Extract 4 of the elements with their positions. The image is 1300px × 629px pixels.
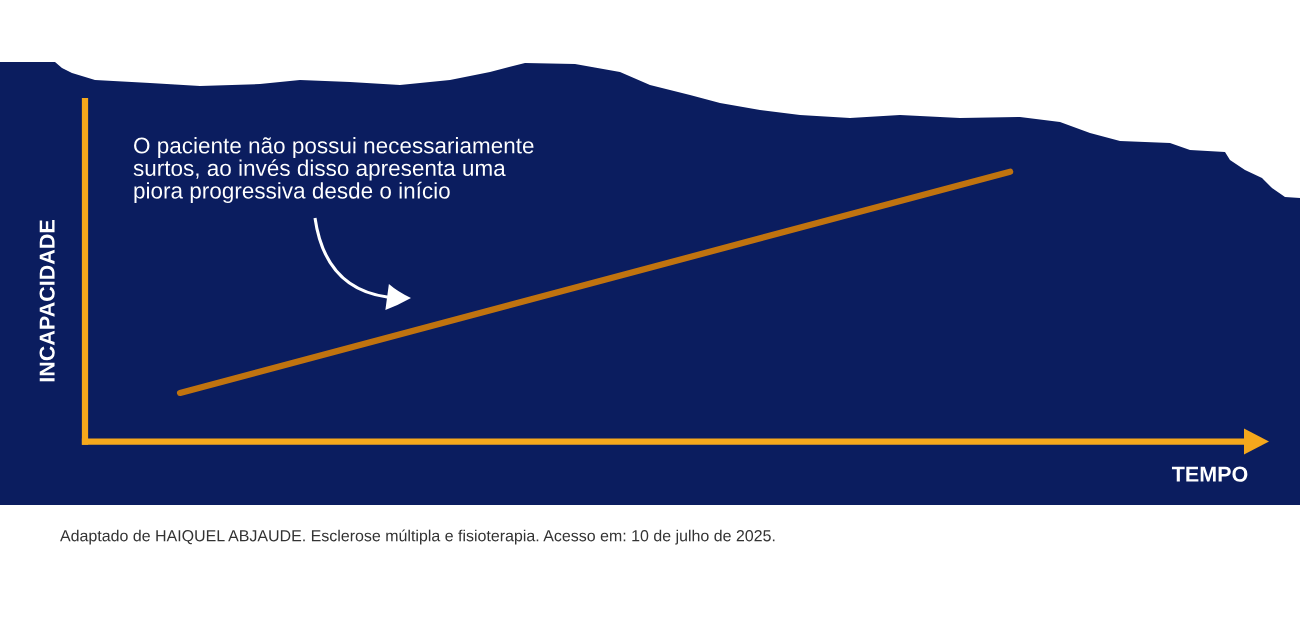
y-axis-title: INCAPACIDADE: [39, 220, 55, 382]
annotation: O paciente não possui necessariamente surtos, ao invés disso apresenta uma piora progressiva desde o início: [133, 137, 534, 204]
text: Adaptado de HAIQUEL ABJAUDE. Esclerose múltipla e fisioterapia. Acesso em: 10 de julho de 2025.: [60, 529, 775, 545]
x-axis-title: TEMPO: [1171, 466, 1248, 482]
